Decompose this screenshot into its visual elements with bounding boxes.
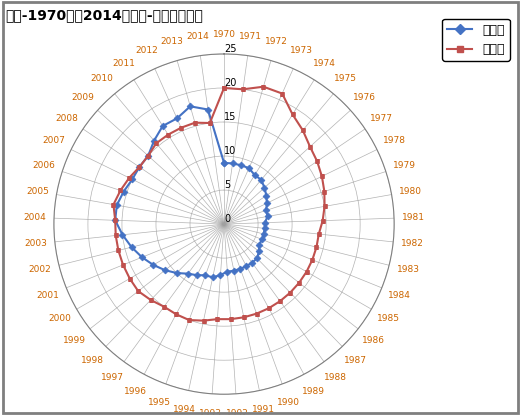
Legend: 专利度, 特征度: 专利度, 特征度 (442, 19, 510, 61)
Text: 美国-1970年至2014年专利-特征度及专况: 美国-1970年至2014年专利-特征度及专况 (5, 8, 203, 22)
